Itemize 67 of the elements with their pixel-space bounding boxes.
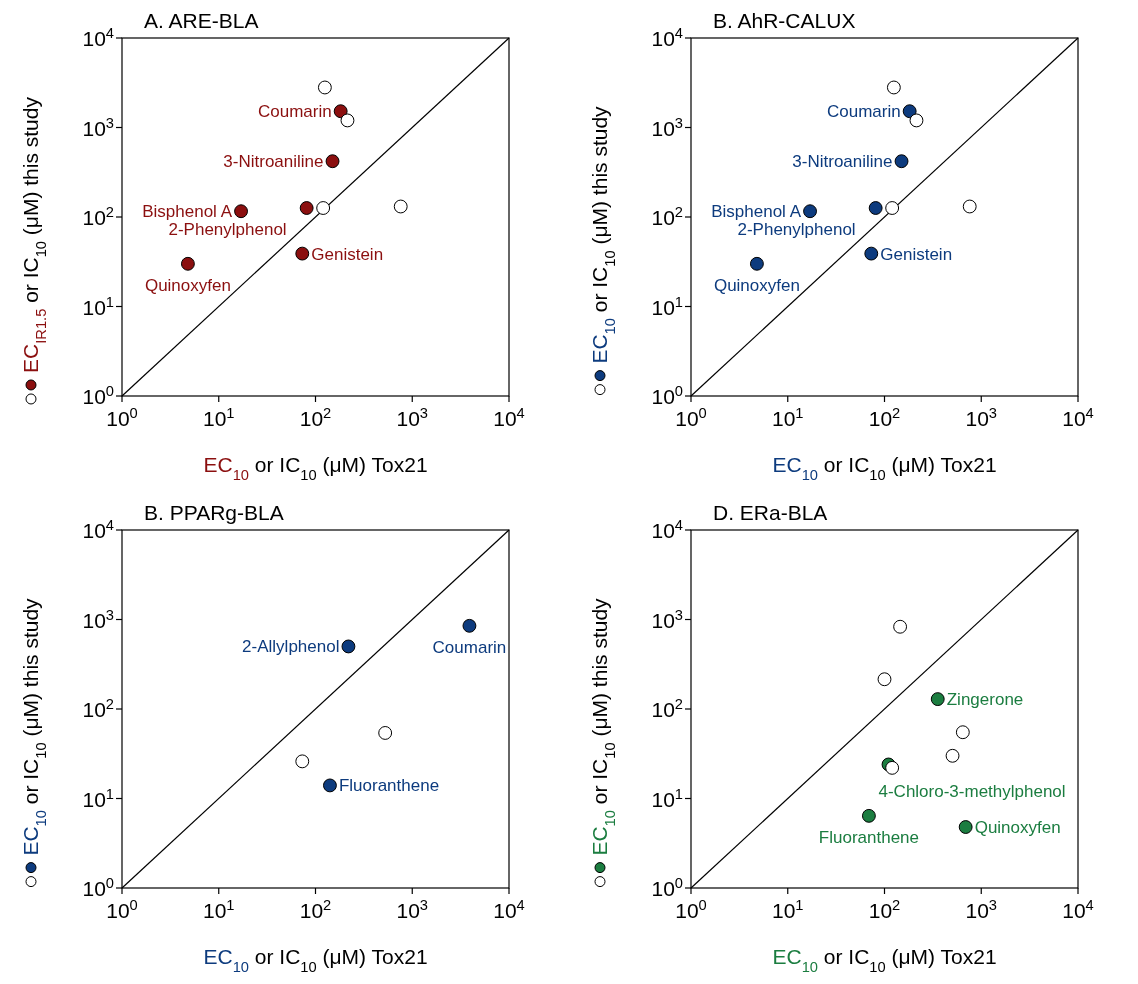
x-tick-label: 10$^{0}$ [106, 405, 138, 430]
x-axis-title: EC$_{10}$ or IC$_{10}$ (μM) Tox21 [772, 945, 997, 975]
x-tick-label: 10$^{3}$ [965, 897, 998, 922]
y-tick-label: 10$^{4}$ [82, 517, 114, 542]
y-tick-label: 10$^{3}$ [82, 606, 114, 632]
y-tick-label: 10$^{4}$ [651, 25, 683, 50]
annotation: Fluoranthene [338, 776, 440, 796]
y-tick-label: 10$^{0}$ [82, 875, 114, 900]
x-tick-label: 10$^{3}$ [396, 405, 429, 430]
x-tick-label: 10$^{0}$ [675, 897, 707, 922]
x-tick-label: 10$^{4}$ [493, 897, 525, 922]
y-tick-label: 10$^{4}$ [82, 25, 114, 50]
annotation: Bisphenol A [711, 202, 802, 222]
y-tick-label: 10$^{2}$ [651, 696, 683, 721]
x-tick-label: 10$^{1}$ [771, 897, 804, 922]
y-tick-label: 10$^{3}$ [82, 114, 114, 140]
annotation: 2-Phenylphenol [737, 220, 856, 240]
y-tick-label: 10$^{4}$ [651, 517, 683, 542]
x-axis-title: EC$_{10}$ or IC$_{10}$ (μM) Tox21 [203, 453, 428, 483]
annotation: Quinoxyfen [713, 275, 800, 295]
y-tick-label: 10$^{1}$ [82, 785, 114, 811]
annotation: Quinoxyfen [144, 275, 231, 295]
annotation: Coumarin [257, 102, 332, 122]
annotation: Coumarin [826, 102, 901, 122]
x-tick-label: 10$^{1}$ [771, 405, 804, 430]
y-tick-label: 10$^{1}$ [651, 785, 683, 811]
y-tick-label: 10$^{3}$ [651, 114, 683, 140]
x-axis-title: EC$_{10}$ or IC$_{10}$ (μM) Tox21 [772, 453, 997, 483]
y-tick-label: 10$^{0}$ [82, 383, 114, 408]
x-axis-title: EC$_{10}$ or IC$_{10}$ (μM) Tox21 [203, 945, 428, 975]
x-tick-label: 10$^{3}$ [396, 897, 429, 922]
x-tick-label: 10$^{1}$ [202, 405, 235, 430]
chart-title: A. ARE-BLA [144, 9, 259, 32]
annotation: Fluoranthene [818, 827, 919, 847]
x-tick-label: 10$^{2}$ [299, 405, 332, 430]
x-tick-label: 10$^{0}$ [106, 897, 138, 922]
annotation: Coumarin [432, 637, 507, 657]
y-tick-label: 10$^{3}$ [651, 606, 683, 632]
y-tick-label: 10$^{2}$ [82, 696, 114, 721]
x-tick-label: 10$^{1}$ [202, 897, 235, 922]
annotation: 3-Nitroaniline [223, 152, 324, 172]
chart-title: D. ERa-BLA [713, 501, 828, 524]
annotation: Zingerone [946, 690, 1024, 710]
chart-title: B. AhR-CALUX [713, 9, 856, 32]
chart-title: B. PPARg-BLA [144, 501, 284, 524]
y-tick-label: 10$^{1}$ [651, 293, 683, 319]
x-tick-label: 10$^{4}$ [1062, 897, 1094, 922]
annotation: Genistein [311, 244, 384, 264]
x-tick-label: 10$^{4}$ [1062, 405, 1094, 430]
annotation: Bisphenol A [142, 202, 233, 222]
annotation: 2-Allylphenol [242, 637, 340, 657]
y-tick-label: 10$^{0}$ [651, 875, 683, 900]
x-tick-label: 10$^{2}$ [868, 897, 901, 922]
y-tick-label: 10$^{1}$ [82, 293, 114, 319]
annotation: 2-Phenylphenol [168, 220, 287, 240]
annotation: Genistein [880, 244, 953, 264]
x-tick-label: 10$^{4}$ [493, 405, 525, 430]
x-tick-label: 10$^{3}$ [965, 405, 998, 430]
annotation: 3-Nitroaniline [792, 152, 893, 172]
x-tick-label: 10$^{2}$ [868, 405, 901, 430]
x-tick-label: 10$^{2}$ [299, 897, 332, 922]
annotation: 4-Chloro-3-methylphenol [878, 782, 1066, 802]
x-tick-label: 10$^{0}$ [675, 405, 707, 430]
annotation: Quinoxyfen [974, 818, 1061, 838]
y-tick-label: 10$^{0}$ [651, 383, 683, 408]
y-tick-label: 10$^{2}$ [651, 204, 683, 229]
y-tick-label: 10$^{2}$ [82, 204, 114, 229]
